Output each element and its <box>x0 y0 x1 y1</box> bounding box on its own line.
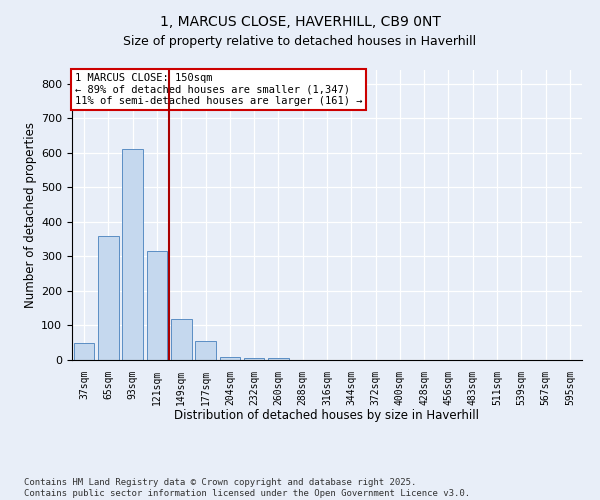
Bar <box>171 318 191 360</box>
Bar <box>195 341 216 360</box>
Bar <box>146 251 167 360</box>
Bar <box>268 358 289 360</box>
Text: Contains HM Land Registry data © Crown copyright and database right 2025.
Contai: Contains HM Land Registry data © Crown c… <box>24 478 470 498</box>
Y-axis label: Number of detached properties: Number of detached properties <box>24 122 37 308</box>
Bar <box>220 356 240 360</box>
Bar <box>98 236 119 360</box>
Text: 1, MARCUS CLOSE, HAVERHILL, CB9 0NT: 1, MARCUS CLOSE, HAVERHILL, CB9 0NT <box>160 15 440 29</box>
Bar <box>244 358 265 360</box>
Bar <box>122 150 143 360</box>
Text: Size of property relative to detached houses in Haverhill: Size of property relative to detached ho… <box>124 35 476 48</box>
Text: 1 MARCUS CLOSE: 150sqm
← 89% of detached houses are smaller (1,347)
11% of semi-: 1 MARCUS CLOSE: 150sqm ← 89% of detached… <box>75 73 362 106</box>
Bar <box>74 342 94 360</box>
X-axis label: Distribution of detached houses by size in Haverhill: Distribution of detached houses by size … <box>175 409 479 422</box>
